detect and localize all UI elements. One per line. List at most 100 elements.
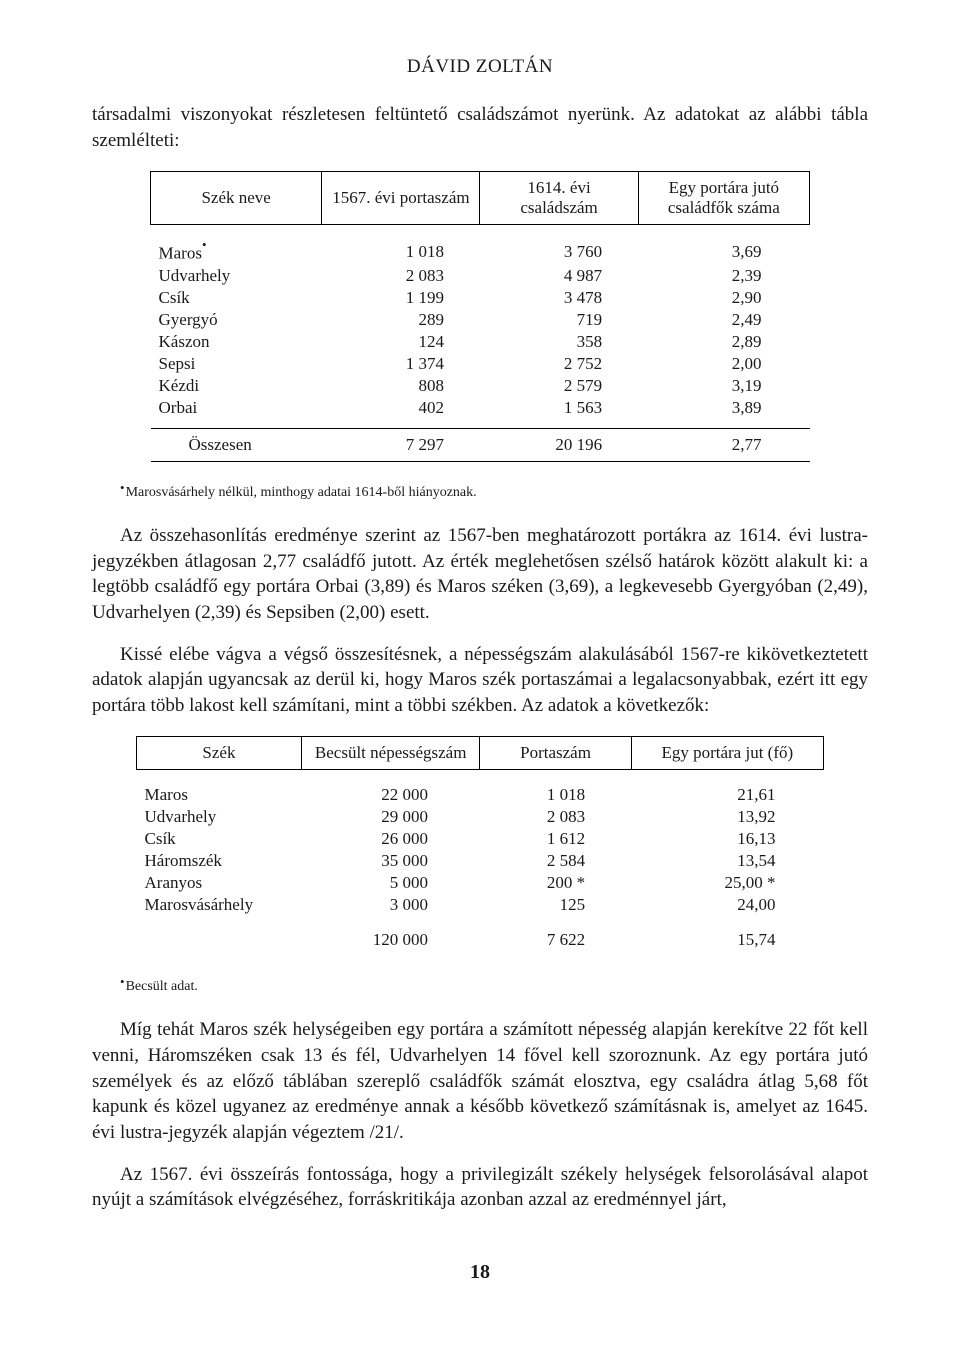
row-name: Maros• bbox=[151, 239, 322, 265]
table-row: Udvarhely29 0002 08313,92 bbox=[137, 806, 824, 828]
row-c3: 13,92 bbox=[631, 806, 823, 828]
t1-header-1: 1567. évi portaszám bbox=[322, 172, 480, 225]
row-c1: 26 000 bbox=[301, 828, 480, 850]
t2-header-0: Szék bbox=[137, 737, 302, 770]
row-c3: 2,89 bbox=[638, 331, 809, 353]
row-name: Udvarhely bbox=[151, 265, 322, 287]
row-c1: 22 000 bbox=[301, 784, 480, 806]
table-row: Kászon1243582,89 bbox=[151, 331, 810, 353]
footnote-1-text: Marosvásárhely nélkül, minthogy adatai 1… bbox=[126, 485, 477, 500]
row-c2: 2 584 bbox=[480, 850, 631, 872]
row-c3: 3,19 bbox=[638, 375, 809, 397]
row-c3: 21,61 bbox=[631, 784, 823, 806]
row-name: Maros bbox=[137, 784, 302, 806]
total-c2: 7 622 bbox=[480, 916, 631, 956]
table-row: Marosvásárhely3 00012524,00 bbox=[137, 894, 824, 916]
page-number: 18 bbox=[92, 1261, 868, 1284]
table-2-head: Szék Becsült népességszám Portaszám Egy … bbox=[137, 737, 824, 770]
row-name: Udvarhely bbox=[137, 806, 302, 828]
row-c1: 124 bbox=[322, 331, 480, 353]
row-c3: 16,13 bbox=[631, 828, 823, 850]
table-row: Gyergyó2897192,49 bbox=[151, 309, 810, 331]
row-c3: 2,00 bbox=[638, 353, 809, 375]
t1-header-3: Egy portára jutó családfők száma bbox=[638, 172, 809, 225]
row-c1: 2 083 bbox=[322, 265, 480, 287]
total-c3: 2,77 bbox=[638, 428, 809, 461]
row-c2: 719 bbox=[480, 309, 638, 331]
row-c2: 200 * bbox=[480, 872, 631, 894]
row-c1: 289 bbox=[322, 309, 480, 331]
row-c2: 1 563 bbox=[480, 397, 638, 429]
row-name: Kászon bbox=[151, 331, 322, 353]
row-c3: 24,00 bbox=[631, 894, 823, 916]
row-c2: 125 bbox=[480, 894, 631, 916]
t2-header-1: Becsült népességszám bbox=[301, 737, 480, 770]
row-name: Csík bbox=[137, 828, 302, 850]
row-c1: 1 018 bbox=[322, 239, 480, 265]
row-name: Orbai bbox=[151, 397, 322, 429]
row-name: Kézdi bbox=[151, 375, 322, 397]
row-c1: 5 000 bbox=[301, 872, 480, 894]
row-c1: 35 000 bbox=[301, 850, 480, 872]
table-row: Sepsi1 3742 7522,00 bbox=[151, 353, 810, 375]
row-c3: 2,49 bbox=[638, 309, 809, 331]
row-c1: 29 000 bbox=[301, 806, 480, 828]
row-name: Aranyos bbox=[137, 872, 302, 894]
table-row: Orbai4021 5633,89 bbox=[151, 397, 810, 429]
table-row: Csík1 1993 4782,90 bbox=[151, 287, 810, 309]
footnote-2-text: Becsült adat. bbox=[126, 979, 198, 994]
row-c2: 2 752 bbox=[480, 353, 638, 375]
row-c2: 358 bbox=[480, 331, 638, 353]
total-c2: 20 196 bbox=[480, 428, 638, 461]
row-name: Marosvásárhely bbox=[137, 894, 302, 916]
row-c2: 3 760 bbox=[480, 239, 638, 265]
table-row: Udvarhely2 0834 9872,39 bbox=[151, 265, 810, 287]
table-1: Szék neve 1567. évi portaszám 1614. évi … bbox=[150, 171, 810, 462]
row-c3: 2,39 bbox=[638, 265, 809, 287]
table-row: Aranyos5 000200 *25,00 * bbox=[137, 872, 824, 894]
row-c2: 4 987 bbox=[480, 265, 638, 287]
row-c2: 1 612 bbox=[480, 828, 631, 850]
table-row: Csík26 0001 61216,13 bbox=[137, 828, 824, 850]
table-1-wrap: Szék neve 1567. évi portaszám 1614. évi … bbox=[150, 171, 810, 462]
total-c1: 120 000 bbox=[301, 916, 480, 956]
table-total-row: Összesen7 29720 1962,77 bbox=[151, 428, 810, 461]
row-name: Csík bbox=[151, 287, 322, 309]
t1-header-2: 1614. évi családszám bbox=[480, 172, 638, 225]
table-2-body: Maros22 0001 01821,61Udvarhely29 0002 08… bbox=[137, 770, 824, 957]
row-c1: 808 bbox=[322, 375, 480, 397]
total-name bbox=[137, 916, 302, 956]
row-c2: 2 579 bbox=[480, 375, 638, 397]
table-row: Háromszék35 0002 58413,54 bbox=[137, 850, 824, 872]
row-c2: 1 018 bbox=[480, 784, 631, 806]
row-c3: 3,89 bbox=[638, 397, 809, 429]
row-c3: 3,69 bbox=[638, 239, 809, 265]
author-name: DÁVID ZOLTÁN bbox=[92, 56, 868, 78]
table-2-wrap: Szék Becsült népességszám Portaszám Egy … bbox=[136, 736, 824, 956]
paragraph-4: Míg tehát Maros szék helységeiben egy po… bbox=[92, 1017, 868, 1145]
table-row: Maros•1 0183 7603,69 bbox=[151, 239, 810, 265]
row-c1: 402 bbox=[322, 397, 480, 429]
footnote-2: Becsült adat. bbox=[120, 978, 868, 995]
row-c2: 3 478 bbox=[480, 287, 638, 309]
row-name: Sepsi bbox=[151, 353, 322, 375]
table-1-body: Maros•1 0183 7603,69Udvarhely2 0834 9872… bbox=[151, 225, 810, 462]
t1-header-0: Szék neve bbox=[151, 172, 322, 225]
row-c3: 2,90 bbox=[638, 287, 809, 309]
total-c3: 15,74 bbox=[631, 916, 823, 956]
paragraph-3: Kissé elébe vágva a végső összesítésnek,… bbox=[92, 642, 868, 719]
t2-header-2: Portaszám bbox=[480, 737, 631, 770]
paragraph-5: Az 1567. évi összeírás fontossága, hogy … bbox=[92, 1162, 868, 1213]
table-total-row: 120 0007 62215,74 bbox=[137, 916, 824, 956]
table-row: Kézdi8082 5793,19 bbox=[151, 375, 810, 397]
footnote-1: Marosvásárhely nélkül, minthogy adatai 1… bbox=[120, 484, 868, 501]
total-name: Összesen bbox=[151, 428, 322, 461]
intro-paragraph: társadalmi viszonyokat részletesen feltü… bbox=[92, 102, 868, 153]
row-c2: 2 083 bbox=[480, 806, 631, 828]
row-c1: 3 000 bbox=[301, 894, 480, 916]
row-name: Gyergyó bbox=[151, 309, 322, 331]
total-c1: 7 297 bbox=[322, 428, 480, 461]
table-1-head: Szék neve 1567. évi portaszám 1614. évi … bbox=[151, 172, 810, 225]
t2-header-3: Egy portára jut (fő) bbox=[631, 737, 823, 770]
paragraph-2: Az összehasonlítás eredménye szerint az … bbox=[92, 523, 868, 626]
